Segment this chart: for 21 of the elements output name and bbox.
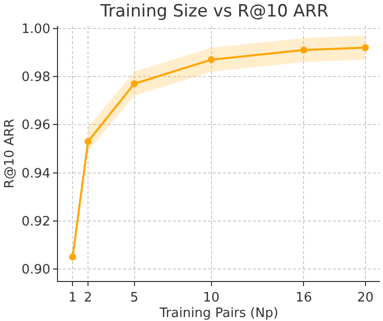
point (69, 253, 76, 260)
x-tick-label: 20 (357, 290, 374, 306)
y-axis-title: R@10 ARR (2, 118, 18, 188)
point (208, 56, 215, 64)
y-tick-label: 0.98 (21, 70, 50, 86)
x-tick-label: 16 (295, 290, 312, 306)
y-tick-label: 0.96 (21, 118, 50, 134)
y-tick-label: 0.94 (21, 166, 50, 182)
y-tick-label: 0.92 (21, 214, 50, 230)
x-tick-label: 2 (84, 290, 92, 306)
x-tick-label: 10 (203, 290, 220, 306)
x-tick-label: 1 (68, 290, 77, 306)
x-axis-title: Training Pairs (Np) (158, 306, 278, 321)
chart-title: Training Size vs R@10 ARR (99, 2, 329, 22)
point (130, 80, 138, 88)
x-tick-label: 5 (130, 290, 138, 306)
point (300, 46, 308, 54)
y-tick-label: 0.90 (21, 262, 50, 278)
y-tick-label: 1.00 (21, 22, 50, 37)
point (84, 138, 92, 145)
point (362, 44, 369, 52)
